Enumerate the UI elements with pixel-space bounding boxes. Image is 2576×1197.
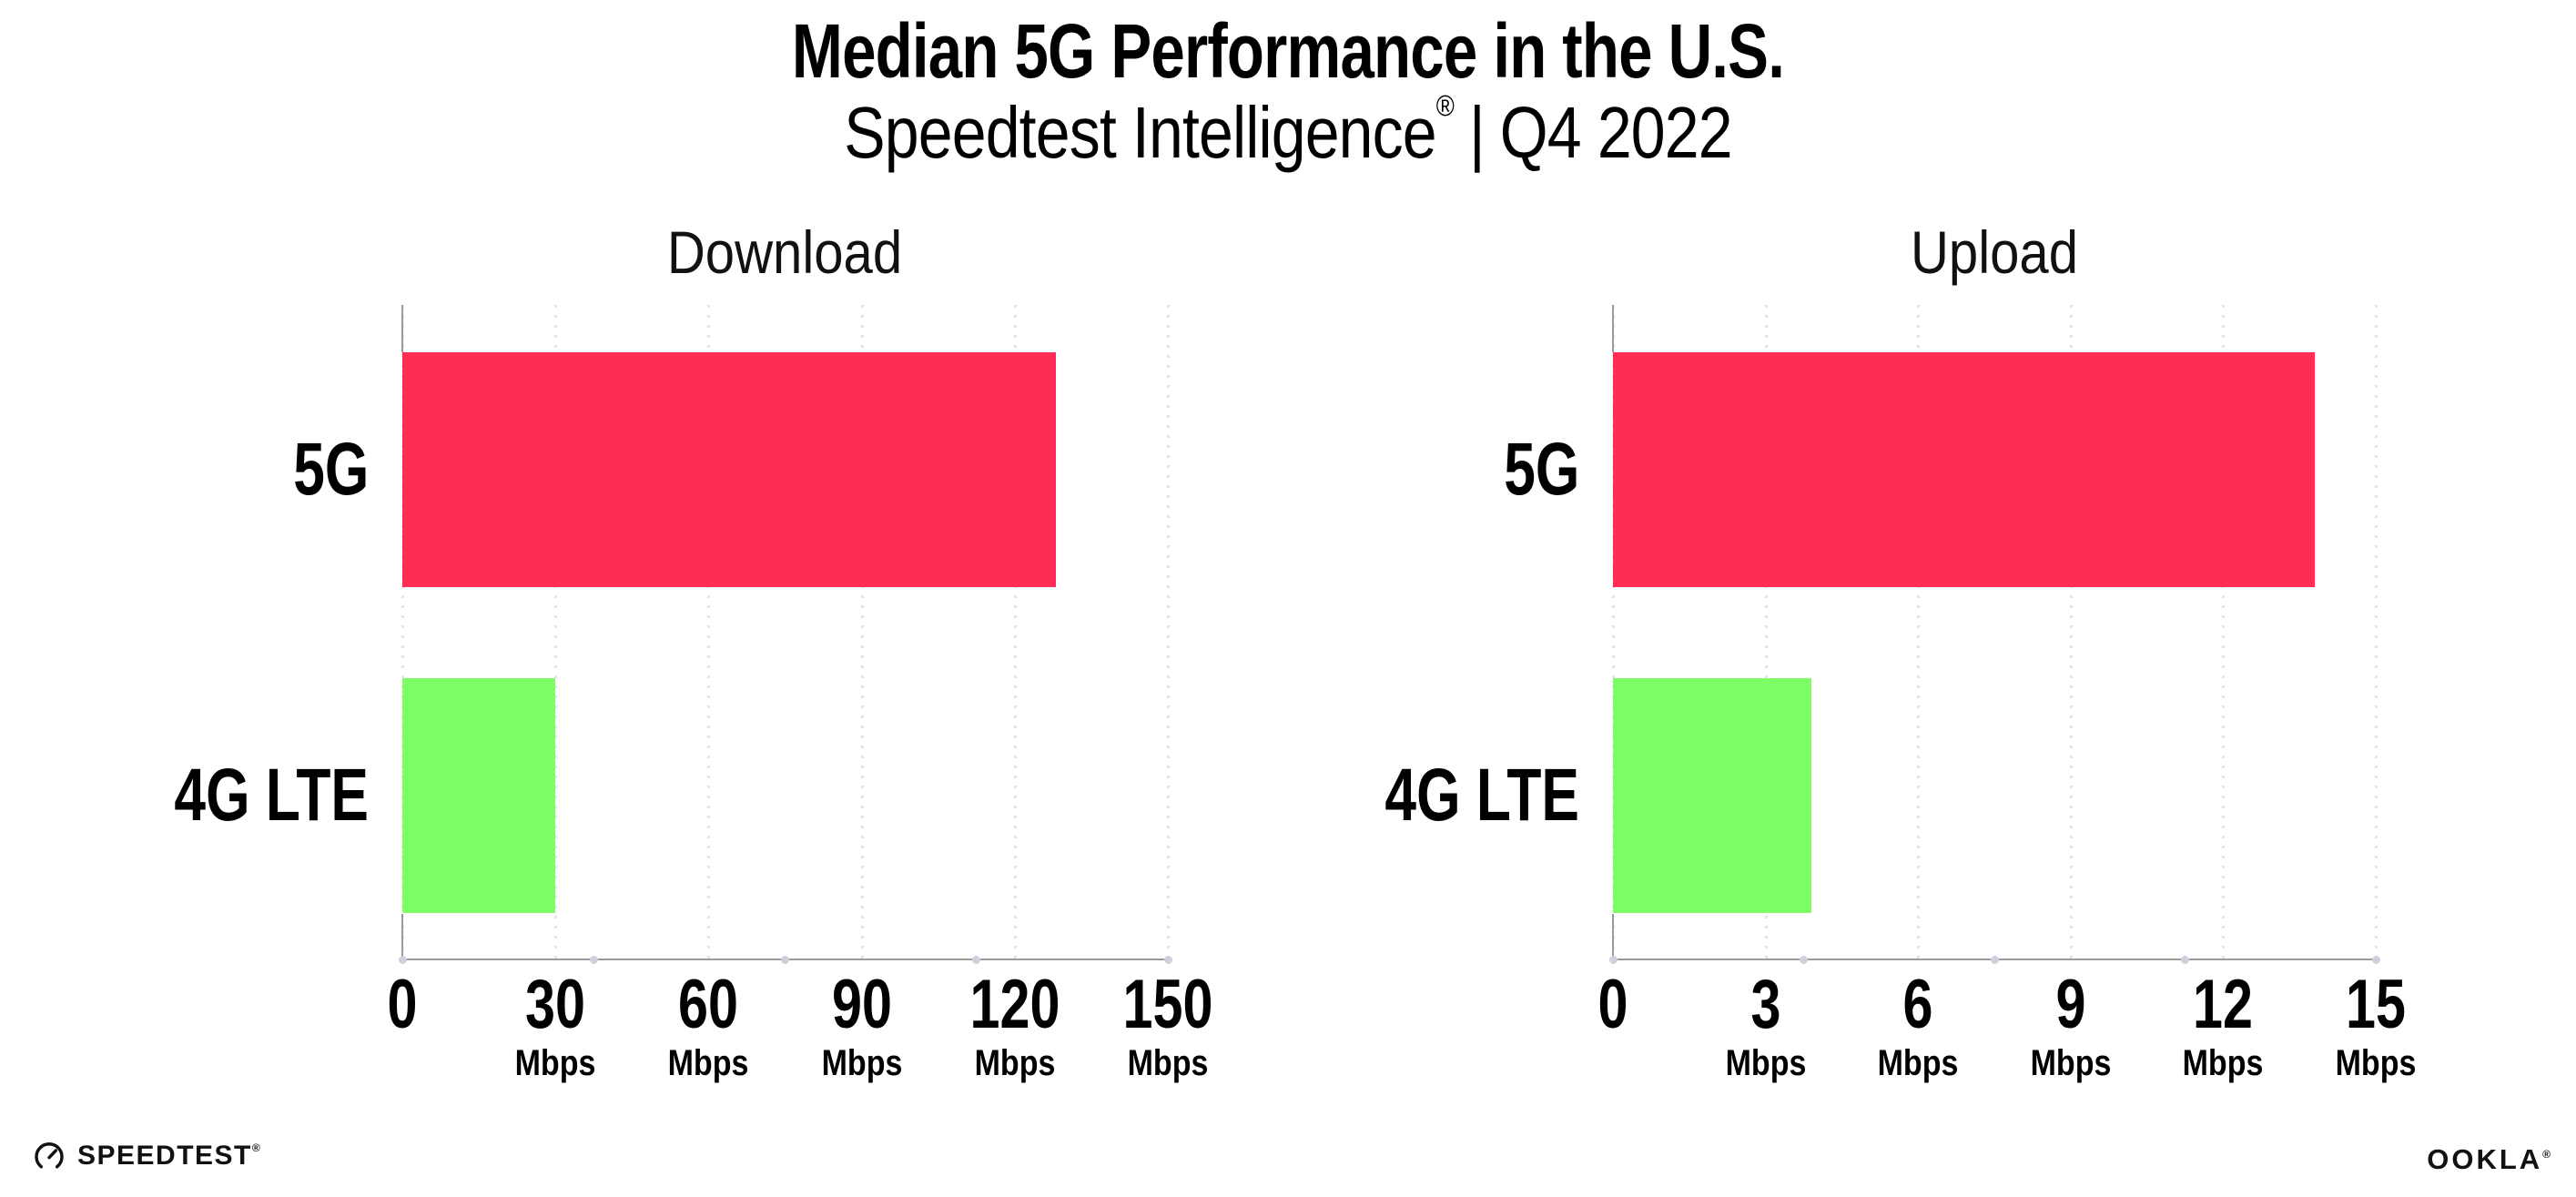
download-tick-label-90: 90 <box>831 966 892 1043</box>
upload-tick-label-3: 3 <box>1750 966 1781 1043</box>
upload-tick-label-0: 0 <box>1597 966 1628 1043</box>
x-axis-dot <box>398 956 407 964</box>
speedtest-logo: SPEEDTEST® <box>31 1138 261 1174</box>
download-tick-unit-150: Mbps <box>1127 1043 1209 1083</box>
speedtest-trademark: ® <box>251 1141 262 1154</box>
upload-tick-label-12: 12 <box>2193 966 2254 1043</box>
download-5g-bar <box>402 352 1056 587</box>
gridline-9 <box>2069 305 2073 959</box>
download-4g-lte-bar <box>402 678 556 913</box>
gridline-6 <box>1917 305 1921 959</box>
download-category-label-4g-lte: 4G LTE <box>174 754 369 837</box>
gridline-0 <box>401 305 404 959</box>
gridline-60 <box>707 305 711 959</box>
speedtest-gauge-icon <box>35 1142 64 1169</box>
download-tick-unit-120: Mbps <box>974 1043 1056 1083</box>
ookla-trademark: ® <box>2542 1148 2551 1161</box>
gridline-15 <box>2375 305 2378 959</box>
x-axis-dot <box>2181 956 2189 964</box>
upload-tick-label-6: 6 <box>1902 966 1933 1043</box>
x-axis-dot <box>2371 956 2380 964</box>
gridline-3 <box>1764 305 1768 959</box>
download-tick-label-60: 60 <box>678 966 739 1043</box>
x-axis-dot <box>1800 956 1808 964</box>
upload-tick-label-9: 9 <box>2055 966 2086 1043</box>
x-axis-dot <box>1163 956 1172 964</box>
upload-tick-unit-9: Mbps <box>2030 1043 2112 1083</box>
upload-tick-label-15: 15 <box>2346 966 2406 1043</box>
download-category-label-5g: 5G <box>292 428 369 511</box>
gridline-120 <box>1013 305 1017 959</box>
upload-tick-unit-6: Mbps <box>1877 1043 1959 1083</box>
gridline-150 <box>1167 305 1170 959</box>
download-tick-label-120: 120 <box>969 966 1060 1043</box>
download-plot <box>398 305 1172 964</box>
y-axis-segment-0 <box>401 305 403 352</box>
upload-tick-unit-12: Mbps <box>2183 1043 2264 1083</box>
speedtest-wordmark: SPEEDTEST® <box>77 1141 262 1171</box>
x-axis-dot <box>1608 956 1618 964</box>
subtitle-period: Q4 2022 <box>1499 92 1733 173</box>
subtitle-divider: | <box>1468 92 1486 173</box>
upload-category-label-5g: 5G <box>1503 428 1579 511</box>
ookla-wordmark: OOKLA <box>2427 1143 2543 1175</box>
x-axis-dot <box>781 956 789 964</box>
y-axis-segment-1 <box>1612 914 1614 959</box>
upload-5g-bar <box>1613 352 2315 587</box>
upload-tick-unit-15: Mbps <box>2335 1043 2417 1083</box>
upload-category-label-4g-lte: 4G LTE <box>1384 754 1579 837</box>
page-subtitle: Speedtest Intelligence® | Q4 2022 <box>844 89 1733 175</box>
download-chart-title: Download <box>666 218 903 286</box>
upload-chart-title: Upload <box>1910 218 2079 286</box>
upload-tick-unit-3: Mbps <box>1725 1043 1806 1083</box>
download-tick-unit-90: Mbps <box>821 1043 902 1083</box>
registered-mark: ® <box>1435 89 1455 122</box>
y-axis-segment-0 <box>1612 305 1614 352</box>
upload-chart: Upload 5G 4G LTE 0 3 Mbps 6 Mbps 9 Mbps 12 Mbps 15 M… <box>0 218 2576 1081</box>
subtitle-brand: Speedtest Intelligence <box>844 92 1436 173</box>
download-tick-label-0: 0 <box>387 966 418 1043</box>
download-chart: Download 5G 4G LTE 0 30 Mbps 60 Mbps 90 Mbps 120 M… <box>0 218 2576 1081</box>
gridline-12 <box>2222 305 2226 959</box>
upload-plot <box>1608 305 2380 964</box>
x-axis-dot <box>972 956 981 964</box>
ookla-logo: OOKLA® <box>2427 1143 2551 1176</box>
gridline-30 <box>554 305 558 959</box>
upload-4g-lte-bar <box>1613 678 1811 913</box>
y-axis-segment-1 <box>401 914 403 959</box>
download-tick-label-150: 150 <box>1122 966 1213 1043</box>
download-tick-label-30: 30 <box>525 966 586 1043</box>
gridline-0 <box>1612 305 1615 959</box>
gridline-90 <box>860 305 864 959</box>
page-title: Median 5G Performance in the U.S. <box>791 8 1785 94</box>
download-tick-unit-60: Mbps <box>668 1043 749 1083</box>
x-axis-dot <box>1990 956 1999 964</box>
x-axis-dot <box>589 956 598 964</box>
download-tick-unit-30: Mbps <box>514 1043 596 1083</box>
